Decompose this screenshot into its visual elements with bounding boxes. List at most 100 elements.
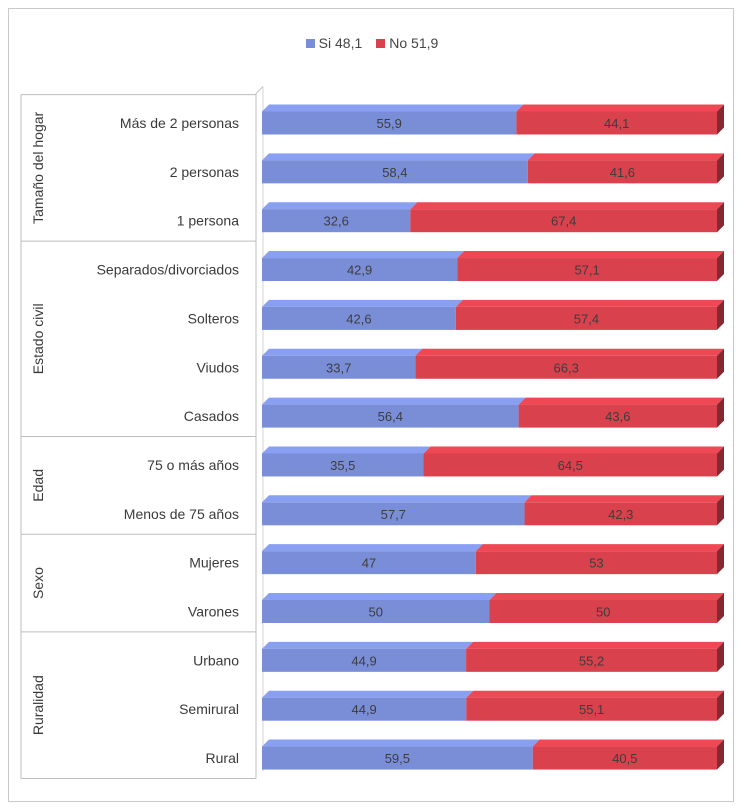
group-label: Sexo bbox=[30, 567, 46, 599]
category-label: 1 persona bbox=[177, 213, 239, 229]
bar-si bbox=[262, 697, 467, 721]
data-label-si: 55,9 bbox=[377, 116, 402, 131]
bar-no bbox=[518, 404, 717, 428]
bar-no bbox=[457, 258, 717, 282]
bar-no-top bbox=[518, 397, 724, 405]
bar-si-top bbox=[262, 202, 418, 210]
bar-no bbox=[527, 160, 717, 184]
bar-no-top bbox=[524, 495, 724, 503]
category-label: Varones bbox=[188, 604, 239, 620]
bar-no-top bbox=[457, 251, 724, 259]
legend-label-si: Si 48,1 bbox=[318, 35, 363, 51]
bar-si-top bbox=[262, 397, 526, 405]
category-label: Mujeres bbox=[189, 555, 239, 571]
data-label-si: 35,5 bbox=[330, 458, 355, 473]
data-label-no: 53 bbox=[589, 556, 603, 571]
data-label-no: 66,3 bbox=[554, 360, 579, 375]
bar-si bbox=[262, 453, 424, 477]
group-label: Tamaño del hogar bbox=[30, 111, 46, 223]
bar-no-side bbox=[717, 397, 724, 428]
bar-no bbox=[410, 209, 717, 233]
bar-no-side bbox=[717, 544, 724, 575]
legend-item-no: No 51,9 bbox=[376, 35, 438, 51]
bar-no-side bbox=[717, 690, 724, 721]
data-label-si: 59,5 bbox=[385, 751, 410, 766]
bar-no-side bbox=[717, 495, 724, 526]
bar-si-top bbox=[262, 593, 497, 600]
bar-si bbox=[262, 746, 533, 770]
legend-label-no: No 51,9 bbox=[389, 35, 439, 51]
bar-no-side bbox=[717, 153, 724, 184]
bar-no-side bbox=[717, 446, 724, 477]
data-label-si: 50 bbox=[369, 605, 383, 620]
category-label: Menos de 75 años bbox=[124, 506, 239, 522]
data-label-si: 44,9 bbox=[351, 653, 376, 668]
data-label-si: 42,6 bbox=[346, 311, 371, 326]
data-label-si: 57,7 bbox=[381, 507, 406, 522]
bar-no-top bbox=[527, 153, 724, 161]
bar-no bbox=[475, 551, 717, 575]
bar-si-top bbox=[262, 104, 524, 112]
bar-no-side bbox=[717, 251, 724, 282]
bar-si bbox=[262, 258, 458, 282]
bar-si-top bbox=[262, 739, 540, 747]
bar-no bbox=[423, 453, 717, 477]
category-label: 2 personas bbox=[170, 164, 239, 180]
data-label-si: 58,4 bbox=[382, 165, 407, 180]
bar-no-side bbox=[717, 348, 724, 379]
category-label: Rural bbox=[206, 750, 239, 766]
legend-swatch-no bbox=[376, 38, 386, 48]
bar-si-top bbox=[262, 690, 474, 698]
bar-si-top bbox=[262, 495, 532, 503]
group-label: Estado civil bbox=[30, 303, 46, 374]
bar-no-side bbox=[717, 299, 724, 330]
category-label: Urbano bbox=[193, 652, 239, 668]
bar-no-top bbox=[466, 641, 724, 649]
bar-si bbox=[262, 306, 456, 330]
bar-no-top bbox=[415, 348, 724, 356]
bar-no bbox=[455, 306, 717, 330]
data-label-si: 32,6 bbox=[324, 214, 349, 229]
group-label: Ruralidad bbox=[30, 675, 46, 735]
bar-no bbox=[466, 648, 717, 672]
data-label-no: 64,5 bbox=[558, 458, 583, 473]
data-label-no: 43,6 bbox=[605, 409, 630, 424]
plot-corner-edge bbox=[255, 86, 264, 94]
bar-no-side bbox=[717, 104, 724, 135]
bar-no bbox=[516, 111, 717, 135]
bar-si bbox=[262, 551, 476, 575]
legend-swatch-si bbox=[305, 38, 315, 48]
stacked-bar-chart: Tamaño del hogar Estado civil Edad Sexo Rura… bbox=[20, 86, 724, 779]
bar-no-top bbox=[489, 593, 724, 600]
category-label: Más de 2 personas bbox=[120, 115, 239, 131]
bar-no-side bbox=[717, 739, 724, 770]
data-label-no: 44,1 bbox=[604, 116, 629, 131]
bar-no bbox=[532, 746, 717, 770]
bar-si-top bbox=[262, 251, 465, 259]
bar-no bbox=[466, 697, 717, 721]
bar-no-side bbox=[717, 593, 724, 623]
group-label: Edad bbox=[30, 469, 46, 502]
bar-no-top bbox=[475, 544, 724, 552]
bar-no-top bbox=[532, 739, 724, 747]
data-label-no: 40,5 bbox=[612, 751, 637, 766]
bar-si bbox=[262, 111, 517, 135]
category-label: Separados/divorciados bbox=[97, 262, 239, 278]
data-label-no: 67,4 bbox=[551, 214, 576, 229]
data-label-no: 55,1 bbox=[579, 702, 604, 717]
bar-no-top bbox=[455, 299, 724, 307]
data-label-no: 41,6 bbox=[610, 165, 635, 180]
bar-si bbox=[262, 648, 467, 672]
category-label: Semirural bbox=[179, 701, 239, 717]
bar-no-side bbox=[717, 641, 724, 672]
bar-no-top bbox=[410, 202, 724, 210]
bar-si-top bbox=[262, 348, 423, 356]
category-label: Viudos bbox=[196, 359, 239, 375]
bar-si-top bbox=[262, 153, 535, 161]
bar-no bbox=[524, 502, 717, 526]
bar-si bbox=[262, 209, 411, 233]
data-label-no: 50 bbox=[596, 605, 610, 620]
chart-legend: Si 48,1 No 51,9 bbox=[9, 35, 735, 51]
bar-no-top bbox=[516, 104, 724, 112]
category-label: 75 o más años bbox=[147, 457, 239, 473]
